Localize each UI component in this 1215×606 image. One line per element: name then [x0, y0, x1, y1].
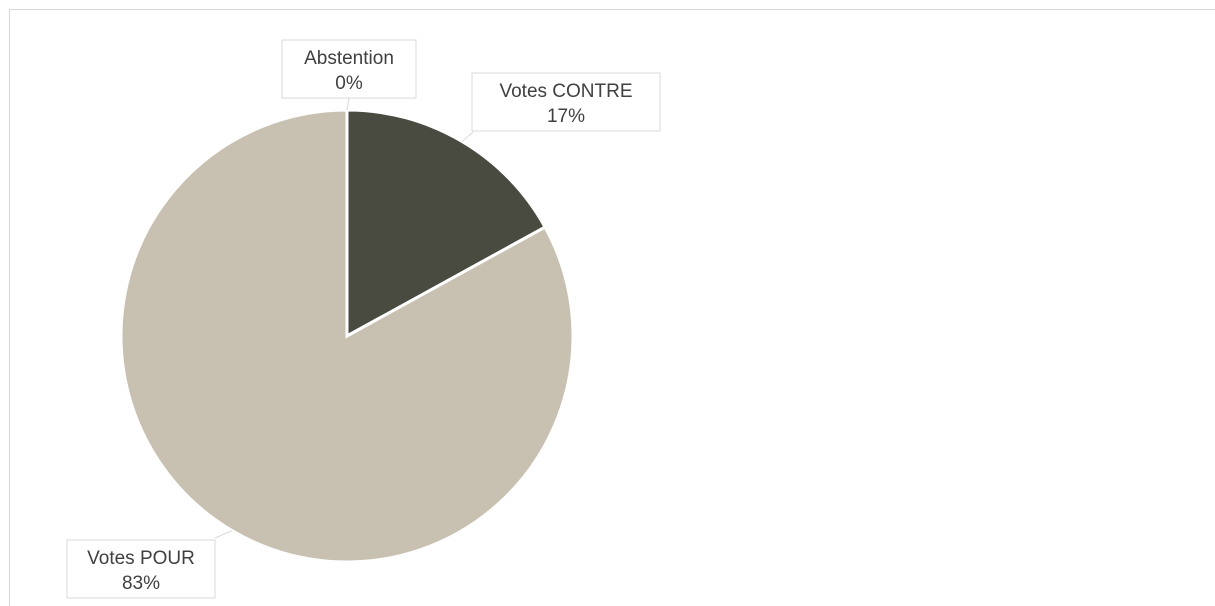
data-label-percent: 0% — [335, 73, 363, 94]
pie-slice-votes-pour[interactable] — [119, 108, 575, 564]
data-label-percent: 17% — [547, 106, 585, 127]
data-label-category: Abstention — [304, 48, 394, 69]
leader-line-votes-pour — [214, 530, 233, 539]
leader-line-abstention — [346, 97, 350, 111]
data-label-box — [281, 39, 417, 99]
data-label-category: Votes POUR — [87, 548, 195, 569]
data-label-box — [471, 72, 661, 132]
leader-line-votes-contre — [461, 131, 474, 142]
pie-slice-votes-contre[interactable] — [345, 108, 548, 339]
data-label-votes-pour: Votes POUR 83% — [66, 539, 216, 599]
data-label-percent: 83% — [122, 573, 160, 594]
data-label-box — [66, 539, 216, 599]
data-label-abstention: Abstention 0% — [281, 39, 417, 99]
data-label-votes-contre: Votes CONTRE 17% — [471, 72, 661, 132]
data-label-category: Votes CONTRE — [499, 81, 632, 102]
